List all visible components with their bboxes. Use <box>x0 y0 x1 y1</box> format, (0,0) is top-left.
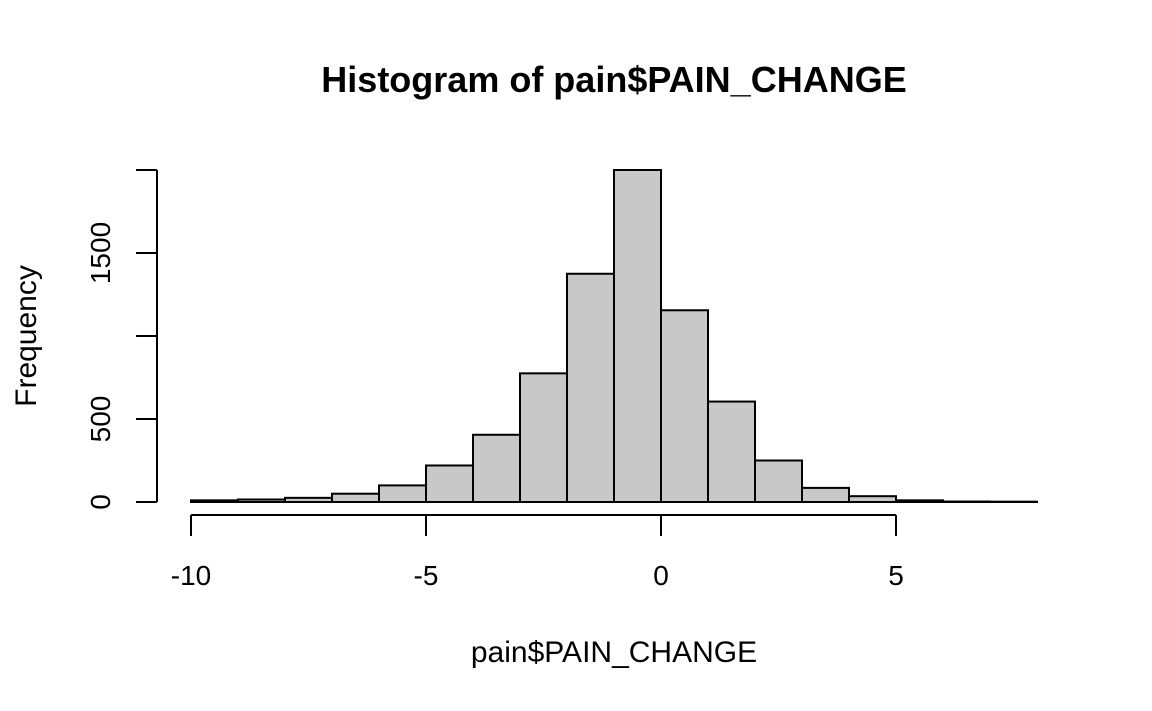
histogram-bar <box>472 433 521 503</box>
histogram-bar <box>378 484 427 503</box>
y-tick-label: 0 <box>85 494 116 510</box>
chart-title: Histogram of pain$PAIN_CHANGE <box>321 59 906 100</box>
histogram-bar <box>519 372 568 503</box>
histogram-bar <box>613 169 662 503</box>
histogram-bar <box>660 309 709 503</box>
histogram-bar <box>566 272 615 503</box>
x-tick-label: -5 <box>414 560 439 591</box>
x-tick-label: 0 <box>653 560 669 591</box>
histogram-bar <box>425 464 474 504</box>
y-axis: 0 500 1500 <box>85 169 158 510</box>
x-axis-label: pain$PAIN_CHANGE <box>471 636 757 669</box>
histogram-bar <box>754 459 803 503</box>
bars-group <box>190 169 1038 504</box>
x-tick-label: -10 <box>171 560 211 591</box>
histogram-bar <box>801 486 850 504</box>
y-tick-label: 1500 <box>85 222 116 284</box>
x-axis: -10 -5 0 5 <box>171 514 904 591</box>
x-tick-label: 5 <box>888 560 904 591</box>
histogram-bar <box>707 400 756 504</box>
y-axis-label: Frequency <box>10 265 43 407</box>
histogram-bar <box>331 492 380 504</box>
y-tick-label: 500 <box>85 396 116 443</box>
